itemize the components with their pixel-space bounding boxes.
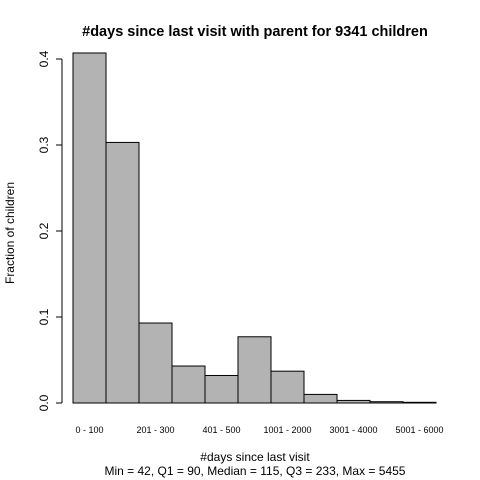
bar-401-500	[204, 374, 239, 404]
y-tick-label: 0.0	[37, 394, 51, 411]
x-tick-label: 201 - 300	[136, 425, 174, 435]
y-tick-label: 0.4	[37, 50, 51, 67]
bar-5001-6000	[402, 401, 437, 404]
x-axis-subtitle: Min = 42, Q1 = 90, Median = 115, Q3 = 23…	[105, 464, 406, 478]
x-tick-labels: 0 - 100 201 - 300 401 - 500 1001 - 2000 3001…	[75, 425, 443, 435]
y-tick-label: 0.3	[37, 136, 51, 153]
bar-201-300	[138, 322, 173, 404]
y-axis: 0.0 0.1 0.2 0.3 0.4	[37, 50, 63, 411]
bar-501-1000	[237, 336, 272, 404]
x-tick-label: 1001 - 2000	[263, 425, 311, 435]
bars-group	[72, 52, 437, 404]
bar-3001-4000	[336, 399, 371, 404]
bar-0-100	[72, 52, 107, 404]
bar-4001-5000	[369, 401, 404, 404]
bar-1001-2000	[270, 370, 305, 404]
bar-2001-3000	[303, 393, 338, 404]
x-tick-label: 0 - 100	[75, 425, 103, 435]
bar-101-200	[105, 141, 140, 404]
y-axis-label: Fraction of children	[3, 182, 17, 284]
x-tick-label: 401 - 500	[202, 425, 240, 435]
chart-title: #days since last visit with parent for 9…	[82, 24, 428, 40]
y-tick-label: 0.2	[37, 222, 51, 239]
x-tick-label: 3001 - 4000	[329, 425, 377, 435]
x-axis-label: #days since last visit	[200, 450, 310, 464]
bar-301-400	[171, 365, 206, 404]
y-tick-label: 0.1	[37, 308, 51, 325]
x-tick-label: 5001 - 6000	[395, 425, 443, 435]
